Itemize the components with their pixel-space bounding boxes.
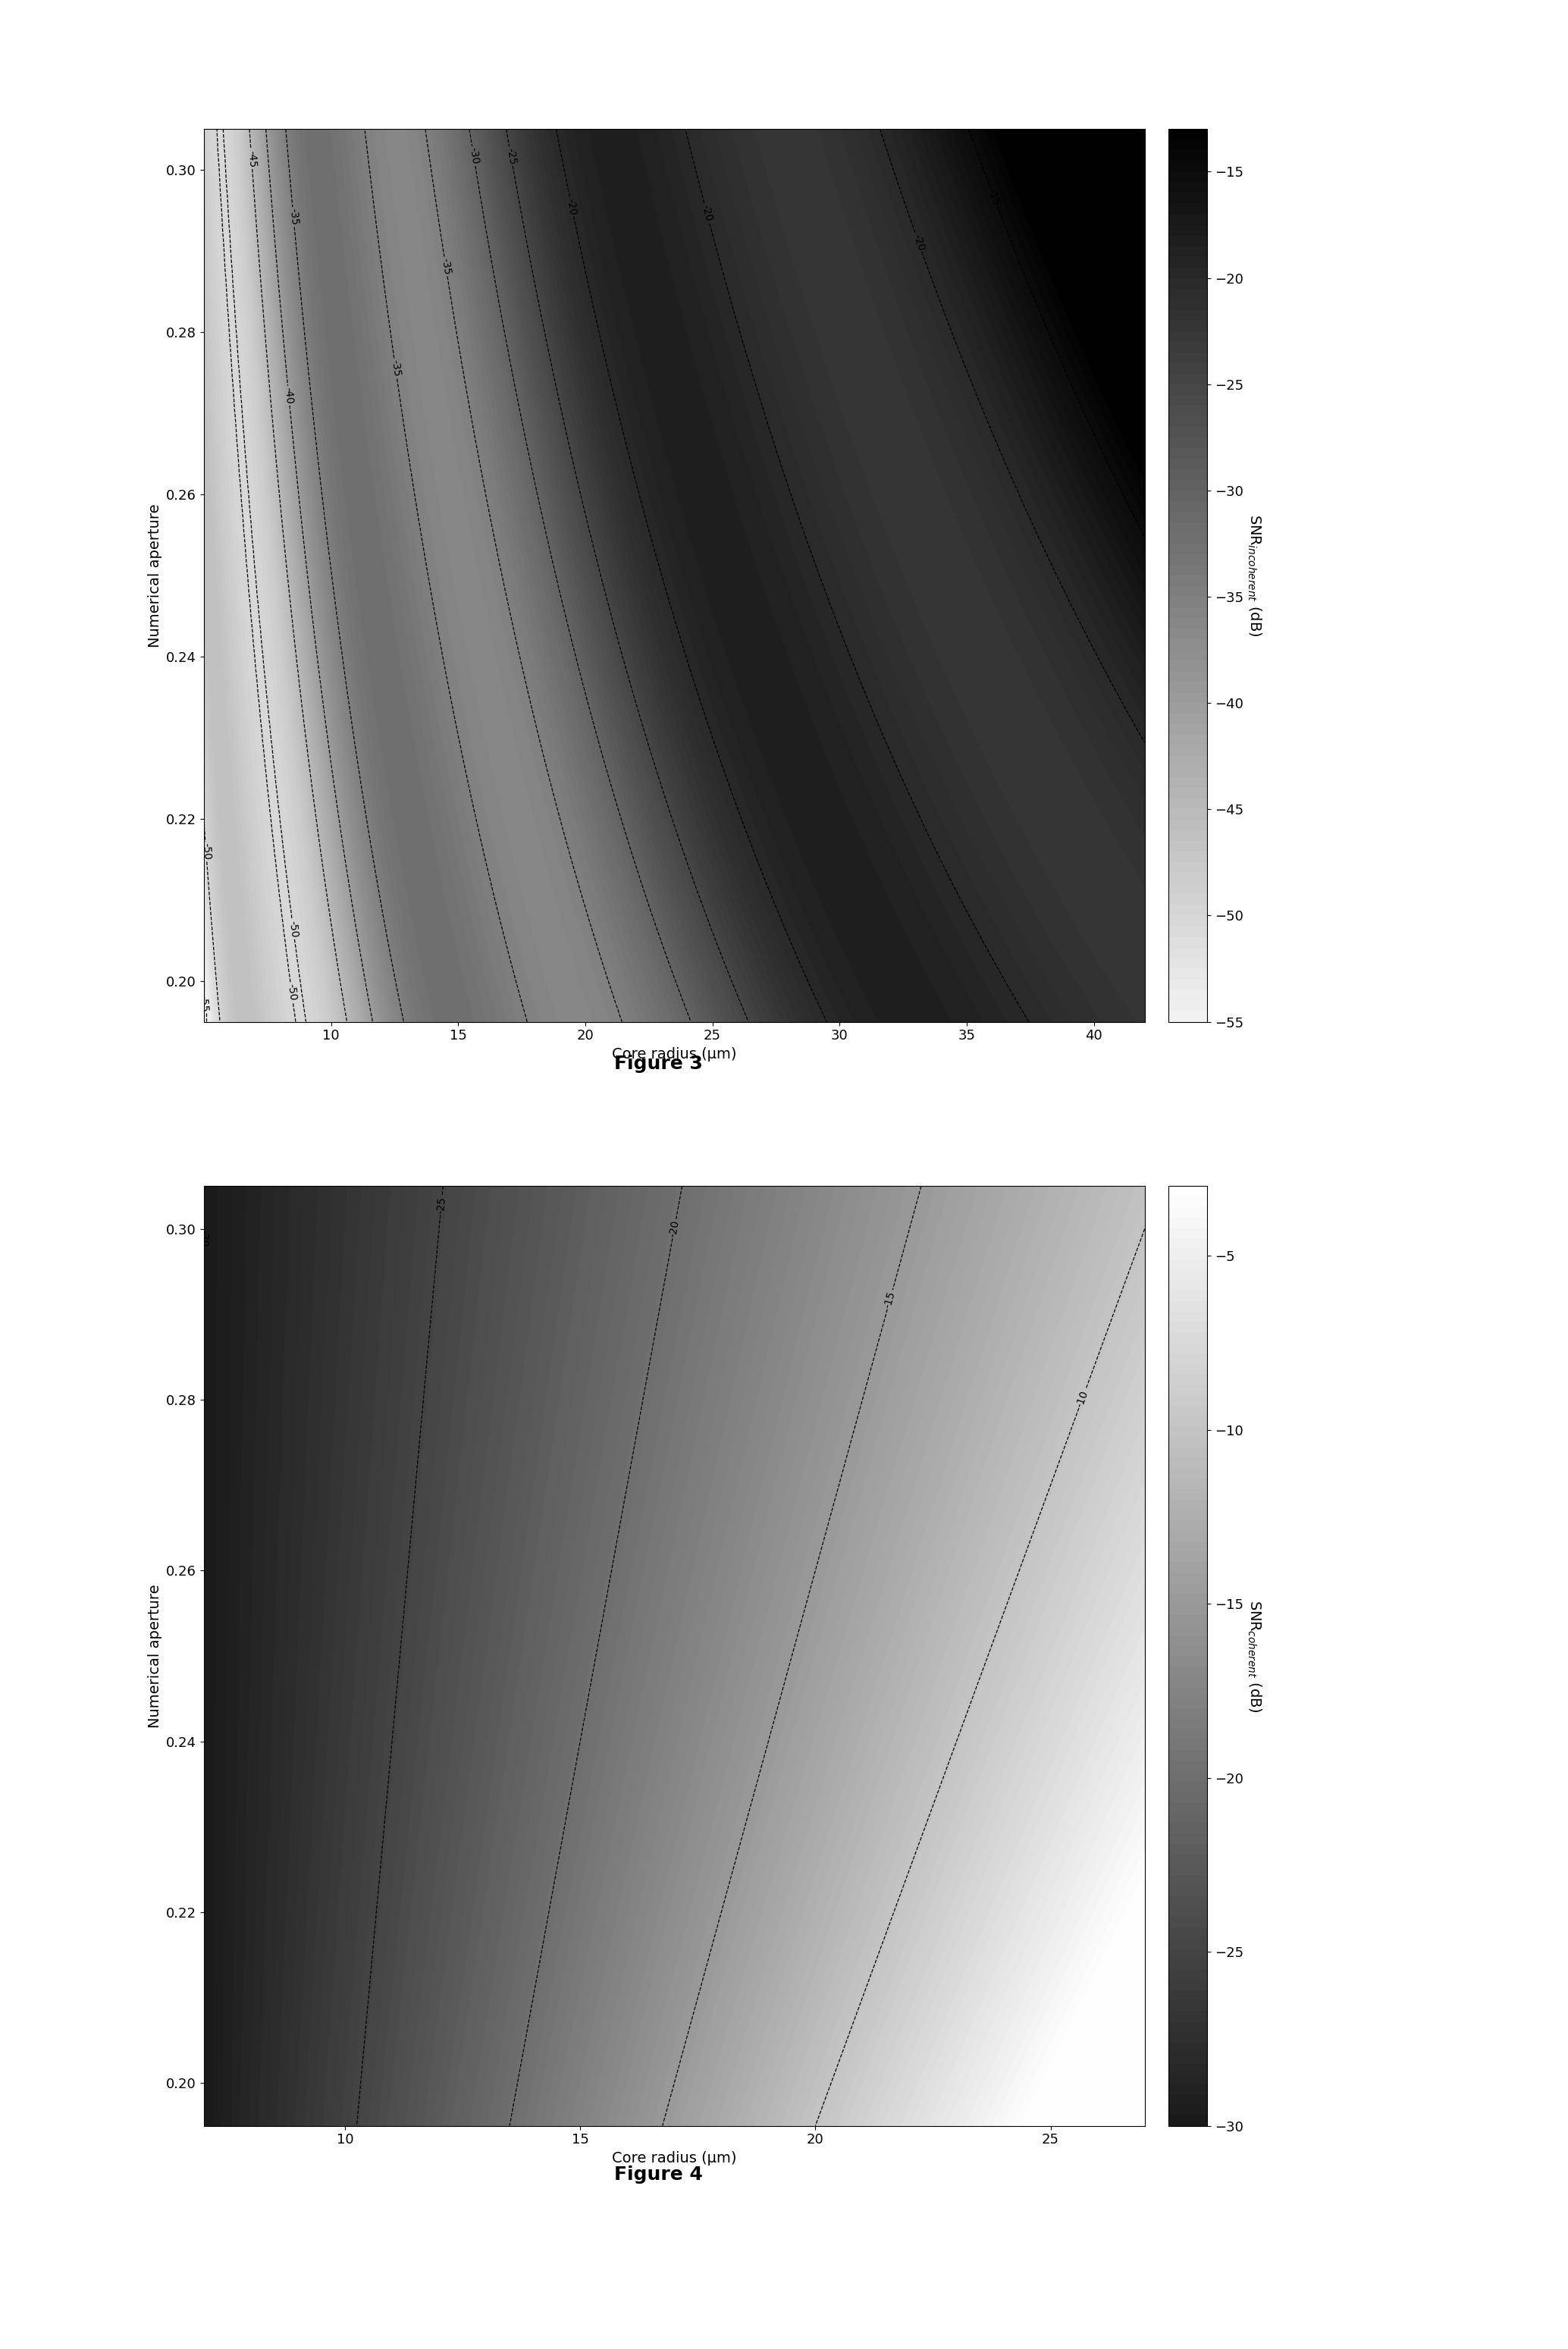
Text: -35: -35 — [287, 209, 299, 226]
X-axis label: Core radius (μm): Core radius (μm) — [612, 2152, 737, 2166]
Text: -35: -35 — [389, 359, 401, 378]
Text: -55: -55 — [198, 996, 210, 1012]
Text: -10: -10 — [1074, 1388, 1090, 1409]
Text: -20: -20 — [668, 1219, 681, 1238]
Text: -30: -30 — [199, 1229, 209, 1247]
Text: Figure 3: Figure 3 — [615, 1055, 702, 1073]
Text: -50: -50 — [287, 921, 299, 937]
Text: -40: -40 — [282, 388, 295, 404]
Text: -20: -20 — [564, 197, 579, 216]
Text: -20: -20 — [699, 204, 713, 223]
Text: -50: -50 — [201, 843, 212, 860]
Text: -20: -20 — [911, 233, 927, 251]
Text: -30: -30 — [467, 148, 480, 164]
Y-axis label: Numerical aperture: Numerical aperture — [147, 503, 162, 648]
Y-axis label: Numerical aperture: Numerical aperture — [147, 1583, 162, 1729]
Text: -25: -25 — [505, 146, 517, 164]
Text: Figure 4: Figure 4 — [615, 2166, 702, 2185]
Text: -50: -50 — [285, 982, 298, 1001]
Y-axis label: SNR$_{incoherent}$ (dB): SNR$_{incoherent}$ (dB) — [1245, 514, 1262, 637]
Text: -15: -15 — [883, 1290, 897, 1308]
Text: -35: -35 — [439, 258, 452, 275]
X-axis label: Core radius (μm): Core radius (μm) — [612, 1048, 737, 1062]
Text: -25: -25 — [436, 1196, 447, 1214]
Y-axis label: SNR$_{coherent}$ (dB): SNR$_{coherent}$ (dB) — [1245, 1600, 1262, 1712]
Text: -15: -15 — [986, 188, 1002, 207]
Text: -45: -45 — [246, 150, 257, 167]
